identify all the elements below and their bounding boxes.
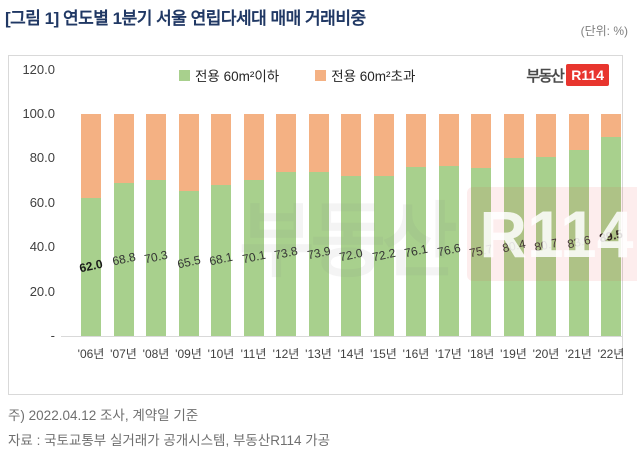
x-axis-label: '11년 xyxy=(240,347,267,361)
bar-segment-under60 xyxy=(568,150,589,336)
y-axis-tick: 40.0 xyxy=(29,239,55,255)
bar-segment-under60 xyxy=(536,156,556,336)
bar-segment-over60 xyxy=(568,114,589,151)
unit-label: (단위: %) xyxy=(580,24,628,38)
bar-segment-under60 xyxy=(211,184,231,336)
x-axis-label: '22년 xyxy=(597,347,625,361)
x-axis-line xyxy=(61,336,622,337)
legend-label-under60: 전용 60m²이하 xyxy=(195,69,280,84)
y-axis-tick: - xyxy=(50,328,55,343)
bar-segment-under60 xyxy=(146,179,166,336)
bar-segment-under60 xyxy=(406,167,426,336)
x-axis-label: '06년 xyxy=(77,347,105,361)
bar-segment-over60 xyxy=(341,114,361,177)
plot-area: 120.0 100.0 80.0 60.0 40.0 20.0-62.0'06년 68.8 '… xyxy=(9,56,624,394)
bar-segment-under60 xyxy=(373,175,394,336)
legend-item-over60: 전용 60m²초과 xyxy=(315,65,415,85)
footnote: 주) 2022.04.12 조사, 계약일 기준 xyxy=(8,408,199,423)
y-axis-tick: 20.0 xyxy=(29,283,55,299)
bar-segment-over60 xyxy=(308,114,329,172)
bar-segment-over60 xyxy=(536,114,556,157)
legend-swatch-under60-icon xyxy=(179,69,190,81)
bar-segment-under60 xyxy=(438,165,459,336)
bar-segment-over60 xyxy=(503,114,524,158)
x-axis-label: '16년 xyxy=(402,347,430,361)
bar-segment-over60 xyxy=(373,114,394,176)
bar-segment-over60 xyxy=(146,114,166,180)
chart-legend: 전용 60m²이하 전용 60m²초과 xyxy=(179,65,415,85)
x-axis-label: '14년 xyxy=(337,347,365,361)
bar-segment-under60 xyxy=(601,137,621,336)
x-axis-label: '10년 xyxy=(207,347,235,361)
bar-segment-under60 xyxy=(471,167,491,336)
legend-item-under60: 전용 60m²이하 xyxy=(179,65,279,85)
bar-segment-under60 xyxy=(81,198,101,336)
x-axis-label: '09년 xyxy=(175,347,202,361)
legend-swatch-over60-icon xyxy=(315,69,327,81)
x-axis-label: '12년 xyxy=(272,347,300,361)
r114-logo-badge: R114 xyxy=(566,64,609,86)
bar-segment-under60 xyxy=(308,171,329,336)
figure-title: [그림 1] 연도별 1분기 서울 연립다세대 매매 거래비중 xyxy=(5,9,366,28)
x-axis-label: '18년 xyxy=(467,347,495,361)
bar-segment-over60 xyxy=(81,114,101,199)
bar-segment-under60 xyxy=(178,190,199,336)
bar-segment-over60 xyxy=(113,114,134,184)
bar-segment-under60 xyxy=(276,172,296,336)
bar-segment-over60 xyxy=(601,114,621,138)
r114-logo: 부동산 R114 xyxy=(526,64,609,86)
y-axis-tick: 100.0 xyxy=(22,106,55,121)
bar-segment-over60 xyxy=(471,114,491,168)
bar-segment-under60 xyxy=(113,183,134,336)
y-axis-tick: 120.0 xyxy=(22,61,55,77)
bar-segment-over60 xyxy=(276,114,296,173)
bar-segment-over60 xyxy=(178,114,199,191)
x-axis-label: '15년 xyxy=(370,347,397,361)
x-axis-label: '08년 xyxy=(142,347,170,361)
bar-segment-under60 xyxy=(503,157,524,336)
x-axis-label: '20년 xyxy=(532,347,560,361)
bar-segment-over60 xyxy=(243,114,264,181)
source-note: 자료 : 국토교통부 실거래가 공개시스템, 부동산R114 가공 xyxy=(8,433,331,448)
bar-segment-over60 xyxy=(406,114,426,168)
y-axis-tick: 60.0 xyxy=(29,194,55,210)
legend-label-over60: 전용 60m²초과 xyxy=(331,69,416,84)
y-axis-tick: 80.0 xyxy=(29,150,55,166)
bar-segment-over60 xyxy=(211,114,231,185)
r114-logo-text: 부동산 xyxy=(526,67,564,85)
chart-area: 부동산 R114 전용 60m²이하 전용 60m²초과 부동산 R114 12… xyxy=(8,55,637,395)
x-axis-label: '13년 xyxy=(305,347,332,361)
x-axis-label: '21년 xyxy=(565,347,592,361)
bar-segment-under60 xyxy=(243,180,264,336)
bar-segment-under60 xyxy=(341,176,361,336)
x-axis-label: '07년 xyxy=(110,347,137,361)
bar-segment-over60 xyxy=(438,114,459,166)
x-axis-label: '19년 xyxy=(500,347,527,361)
x-axis-label: '17년 xyxy=(435,347,462,361)
